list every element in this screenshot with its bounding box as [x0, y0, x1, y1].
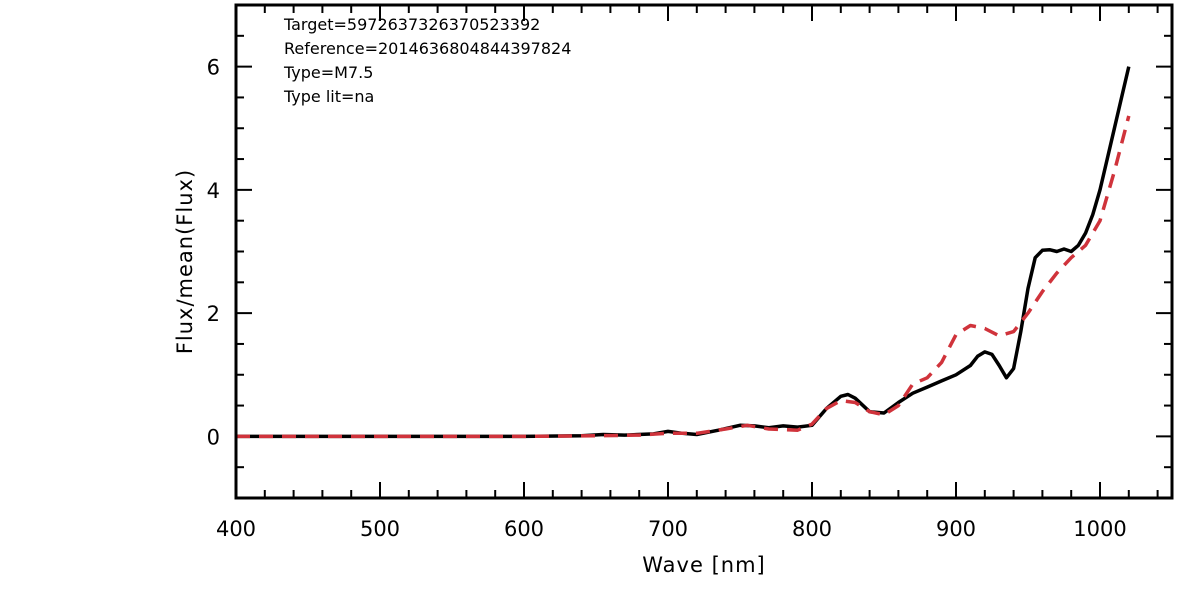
annotation-text: Type lit=na — [283, 87, 374, 106]
y-tick-label: 4 — [207, 179, 220, 203]
series-group — [236, 66, 1131, 439]
reference-spectrum-line — [236, 115, 1131, 439]
y-tick-labels: 0 2 4 6 — [207, 56, 220, 450]
annotation-text: Reference=2014636804844397824 — [284, 39, 571, 58]
x-tick-label: 900 — [936, 517, 976, 541]
annotations: Target=5972637326370523392 Reference=2014… — [283, 15, 571, 106]
axis-ticks — [235, 4, 1172, 499]
y-tick-label: 2 — [207, 302, 220, 326]
x-tick-labels: 400 500 600 700 800 900 1000 — [216, 517, 1127, 541]
x-tick-label: 400 — [216, 517, 256, 541]
y-tick-label: 6 — [207, 56, 220, 80]
y-tick-label: 0 — [207, 425, 220, 449]
x-tick-label: 800 — [792, 517, 832, 541]
x-tick-label: 500 — [360, 517, 400, 541]
target-spectrum-line — [236, 66, 1131, 439]
x-tick-label: 1000 — [1073, 517, 1126, 541]
y-axis-title: Flux/mean(Flux) — [173, 169, 197, 354]
x-axis-title: Wave [nm] — [642, 553, 765, 577]
x-tick-label: 600 — [504, 517, 544, 541]
plot-frame — [234, 3, 1174, 500]
annotation-text: Type=M7.5 — [283, 63, 373, 82]
annotation-text: Target=5972637326370523392 — [283, 15, 540, 34]
x-tick-label: 700 — [648, 517, 688, 541]
